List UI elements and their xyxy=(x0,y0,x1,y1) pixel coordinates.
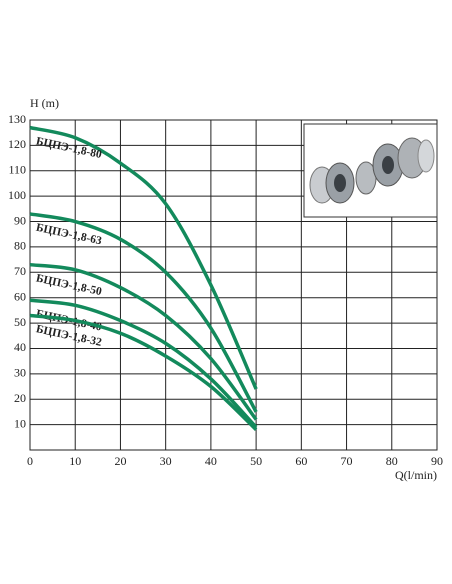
y-tick-label: 20 xyxy=(14,391,26,405)
y-axis-label: H (m) xyxy=(30,96,59,110)
y-tick-label: 70 xyxy=(14,264,26,278)
x-tick-label: 20 xyxy=(114,454,126,468)
y-tick-label: 30 xyxy=(14,366,26,380)
y-tick-label: 50 xyxy=(14,315,26,329)
x-tick-label: 60 xyxy=(295,454,307,468)
y-tick-label: 110 xyxy=(8,163,26,177)
x-tick-label: 50 xyxy=(250,454,262,468)
curve xyxy=(29,125,258,390)
x-tick-label: 90 xyxy=(431,454,443,468)
pump-image xyxy=(303,123,438,218)
curve xyxy=(29,262,258,421)
y-tick-label: 10 xyxy=(14,416,26,430)
y-tick-label: 130 xyxy=(8,112,26,126)
y-tick-label: 80 xyxy=(14,239,26,253)
x-tick-label: 30 xyxy=(160,454,172,468)
series-label: БЦПЭ-1,8-80 xyxy=(35,135,103,161)
y-tick-label: 90 xyxy=(14,213,26,227)
curve xyxy=(29,313,258,431)
x-tick-label: 70 xyxy=(341,454,353,468)
x-tick-label: 40 xyxy=(205,454,217,468)
x-tick-label: 0 xyxy=(27,454,33,468)
x-axis-label: Q(l/min) xyxy=(395,468,437,482)
x-tick-label: 10 xyxy=(69,454,81,468)
y-tick-label: 100 xyxy=(8,188,26,202)
curve xyxy=(29,298,258,429)
curve xyxy=(29,212,258,413)
y-tick-label: 40 xyxy=(14,340,26,354)
y-tick-label: 60 xyxy=(14,289,26,303)
y-tick-label: 120 xyxy=(8,137,26,151)
x-tick-label: 80 xyxy=(386,454,398,468)
